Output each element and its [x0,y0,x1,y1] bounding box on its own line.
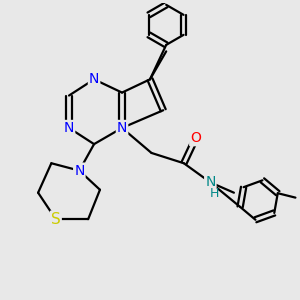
Text: N: N [117,121,127,135]
Text: N: N [64,121,74,135]
Text: N: N [74,164,85,178]
Text: H: H [210,187,220,200]
Text: N: N [205,176,215,189]
Text: S: S [51,212,61,227]
Text: N: N [89,72,99,86]
Text: O: O [190,131,201,145]
